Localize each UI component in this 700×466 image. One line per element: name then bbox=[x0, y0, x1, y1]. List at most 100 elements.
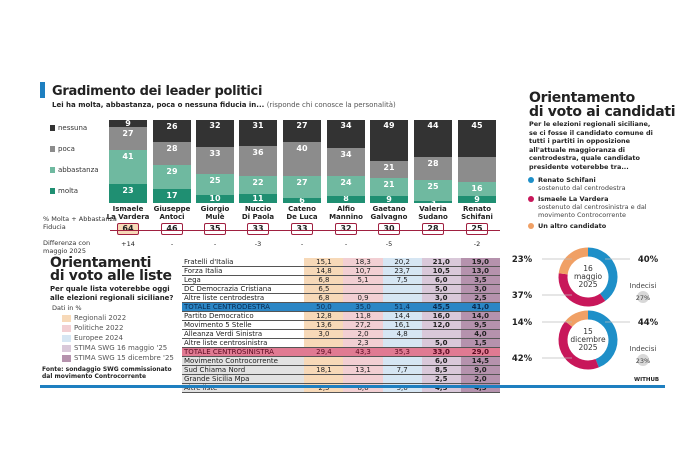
row-label: DC Democrazia Cristiana bbox=[182, 284, 305, 294]
indecisi-label: Indecisi bbox=[630, 282, 657, 290]
pct-altro: 23% bbox=[512, 255, 533, 265]
cand-title-2: di voto ai candidati bbox=[529, 104, 676, 120]
cell-1 bbox=[343, 284, 383, 294]
table-row: Grande Sicilia Mpa 2,5 2,0 bbox=[182, 374, 500, 384]
cell-3: 16,0 bbox=[421, 311, 461, 321]
bar-6: 9 21 21 49 bbox=[370, 120, 408, 203]
table-row: TOTALE CENTROSINISTRA 29,4 43,3 35,3 33,0 29,… bbox=[182, 347, 500, 357]
source-note: Fonte: sondaggio SWG commissionato dal m… bbox=[42, 366, 172, 380]
row-label: Alleanza Verdi Sinistra bbox=[182, 329, 305, 339]
cell-1: 2,3 bbox=[343, 338, 383, 348]
table-row: Fratelli d'Italia 15,1 18,3 20,2 21,0 19,0 bbox=[182, 258, 500, 267]
legend-abbastanza: abbastanza bbox=[50, 166, 99, 174]
legend-label: nessuna bbox=[58, 124, 88, 132]
cell-0 bbox=[304, 374, 344, 384]
bar-4: 6 27 40 27 bbox=[283, 120, 321, 205]
bar-segment-poca: 28 bbox=[153, 141, 191, 165]
leaders-question: Lei ha molta, abbastanza, poca o nessuna… bbox=[52, 101, 396, 109]
dot-icon bbox=[528, 177, 534, 183]
row-label: TOTALE CENTROSINISTRA bbox=[182, 347, 305, 357]
pct-lavardera: 42% bbox=[512, 354, 533, 364]
cell-4: 13,0 bbox=[460, 266, 500, 276]
diff-value: -3 bbox=[254, 240, 262, 248]
fiducia-box: 33 bbox=[291, 223, 313, 235]
row-label: Altre liste bbox=[182, 383, 305, 393]
cell-0: 15,1 bbox=[304, 258, 344, 267]
cell-4: 9,0 bbox=[460, 365, 500, 375]
table-row: TOTALE CENTRODESTRA 50,0 35,0 51,4 45,5 41,0 bbox=[182, 302, 500, 312]
cell-1 bbox=[343, 356, 383, 366]
cell-1: 0,9 bbox=[343, 293, 383, 303]
cell-4: 4,0 bbox=[460, 329, 500, 339]
cell-0: 50,0 bbox=[304, 302, 344, 312]
cell-3: 3,0 bbox=[421, 293, 461, 303]
cell-0: 6,8 bbox=[304, 275, 344, 285]
leader-name: Giuseppe Antoci bbox=[153, 205, 191, 221]
liste-table: Fratelli d'Italia 15,1 18,3 20,2 21,0 19,0 For… bbox=[182, 258, 500, 393]
donut-slice-renato-schifani bbox=[587, 247, 618, 301]
bar-1: 17 29 28 26 bbox=[153, 120, 191, 203]
bar-3: 11 22 36 31 bbox=[239, 120, 277, 203]
diff-value: -2 bbox=[473, 240, 481, 248]
legend-swatch bbox=[50, 125, 55, 131]
cell-1: 18,3 bbox=[343, 258, 383, 267]
bar-segment-abbastanza: 41 bbox=[109, 149, 147, 184]
cell-2: 7,7 bbox=[382, 365, 422, 375]
table-legend-item: STIMA SWG 15 dicembre '25 bbox=[62, 353, 174, 363]
bar-segment-nessuna: 26 bbox=[153, 120, 191, 142]
fiducia-box: 28 bbox=[422, 223, 444, 235]
bar-segment-poca: 40 bbox=[283, 142, 321, 176]
bar-segment-nessuna: 32 bbox=[196, 120, 234, 147]
cell-4: 2,5 bbox=[460, 293, 500, 303]
liste-title: Orientamenti di voto alle liste bbox=[50, 256, 172, 283]
table-row: DC Democrazia Cristiana 6,5 5,0 3,0 bbox=[182, 284, 500, 294]
donut-date: 2025 bbox=[578, 280, 597, 289]
cell-0: 12,8 bbox=[304, 311, 344, 321]
table-legend-item: Europee 2024 bbox=[62, 333, 174, 343]
bar-2: 10 25 33 32 bbox=[196, 120, 234, 203]
donut-date: 2025 bbox=[578, 343, 597, 352]
bar-segment-abbastanza: 21 bbox=[370, 178, 408, 196]
cell-2 bbox=[382, 338, 422, 348]
cell-1: 5,1 bbox=[343, 275, 383, 285]
table-row: Altre liste centrodestra 6,8 0,9 3,0 2,5 bbox=[182, 293, 500, 303]
diff-value: -5 bbox=[385, 240, 393, 248]
question-note: (risponde chi conosce la personalità) bbox=[266, 101, 396, 109]
bar-7: 3 25 28 44 bbox=[414, 120, 452, 206]
fiducia-box: 30 bbox=[378, 223, 400, 235]
leader-name: Alfio Mannino bbox=[329, 205, 363, 221]
fiducia-line bbox=[110, 230, 500, 231]
legend-label: Europee 2024 bbox=[74, 334, 123, 342]
bar-8: 9 16 45 bbox=[458, 120, 496, 203]
cell-4: 19,0 bbox=[460, 258, 500, 267]
row-label: Sud Chiama Nord bbox=[182, 365, 305, 375]
donut-slice-renato-schifani bbox=[587, 310, 618, 368]
bar-segment-molta: 8 bbox=[327, 195, 365, 203]
indecisi-value: 23% bbox=[636, 357, 650, 365]
cell-1 bbox=[343, 374, 383, 384]
cell-4: 4,5 bbox=[460, 383, 500, 393]
cell-3: 2,5 bbox=[421, 374, 461, 384]
legend-label: poca bbox=[58, 145, 75, 153]
donut-date: 16 bbox=[583, 264, 593, 273]
cell-2: 51,4 bbox=[382, 302, 422, 312]
legend-swatch bbox=[50, 146, 55, 152]
bar-segment-molta: 3 bbox=[414, 197, 452, 206]
table-legend-item: Regionali 2022 bbox=[62, 313, 174, 323]
donut-slice-ismaele-la-vardera bbox=[558, 321, 599, 370]
bar-segment-molta: 23 bbox=[109, 183, 147, 203]
leader-name: Valeria Sudano bbox=[418, 205, 448, 221]
cell-1: 13,1 bbox=[343, 365, 383, 375]
cell-3 bbox=[421, 329, 461, 339]
legend-poca: poca bbox=[50, 145, 75, 153]
legend-swatch bbox=[50, 167, 55, 173]
bar-segment-poca: 21 bbox=[370, 160, 408, 179]
legend-swatch bbox=[50, 188, 55, 194]
cell-4: 3,5 bbox=[460, 275, 500, 285]
cell-4: 14,5 bbox=[460, 356, 500, 366]
cell-1: 10,7 bbox=[343, 266, 383, 276]
bar-segment-poca: 27 bbox=[109, 127, 147, 150]
cell-3: 45,5 bbox=[421, 302, 461, 312]
leader-name: Giorgio Mulè bbox=[200, 205, 230, 221]
cell-4: 1,5 bbox=[460, 338, 500, 348]
